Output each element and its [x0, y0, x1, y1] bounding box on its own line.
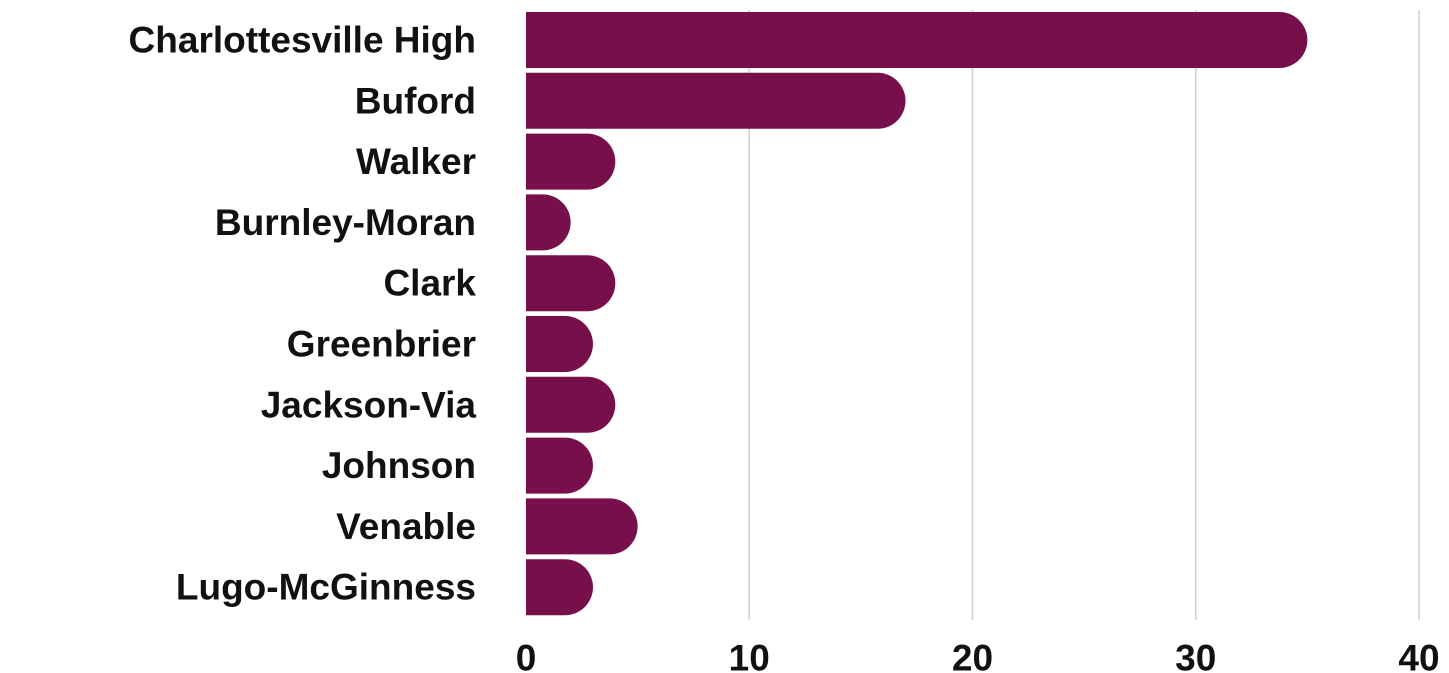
x-tick-label: 30: [1175, 638, 1216, 673]
bar-charlottesville-high: [526, 12, 1308, 68]
bar-jackson-via: [526, 376, 616, 433]
bar-burnley-moran: [526, 194, 571, 251]
category-label: Burnley-Moran: [215, 202, 476, 243]
bar-walker: [526, 133, 616, 190]
bar-buford: [526, 72, 906, 129]
category-label: Walker: [356, 141, 476, 182]
gridlines: [748, 10, 1420, 620]
x-tick-label: 10: [729, 638, 770, 673]
bar-lugo-mcginness: [526, 559, 593, 616]
x-tick-label: 40: [1398, 638, 1439, 673]
x-axis-tick-labels: 0 10 20 30 40: [516, 638, 1440, 673]
bar-clark: [526, 255, 616, 312]
bar-greenbrier: [526, 316, 593, 373]
bar-venable: [526, 498, 638, 555]
bars: [526, 12, 1308, 616]
bar-johnson: [526, 437, 593, 494]
category-label: Johnson: [322, 445, 476, 486]
category-labels: Charlottesville High Buford Walker Burnley-…: [129, 20, 477, 608]
x-tick-label: 20: [952, 638, 993, 673]
x-tick-label: 0: [516, 638, 537, 673]
category-label: Lugo-McGinness: [176, 567, 476, 608]
category-label: Venable: [336, 506, 476, 547]
category-label: Clark: [383, 263, 476, 304]
category-label: Charlottesville High: [129, 20, 476, 61]
category-label: Greenbrier: [287, 324, 476, 365]
category-label: Jackson-Via: [261, 384, 477, 425]
category-label: Buford: [355, 80, 476, 121]
